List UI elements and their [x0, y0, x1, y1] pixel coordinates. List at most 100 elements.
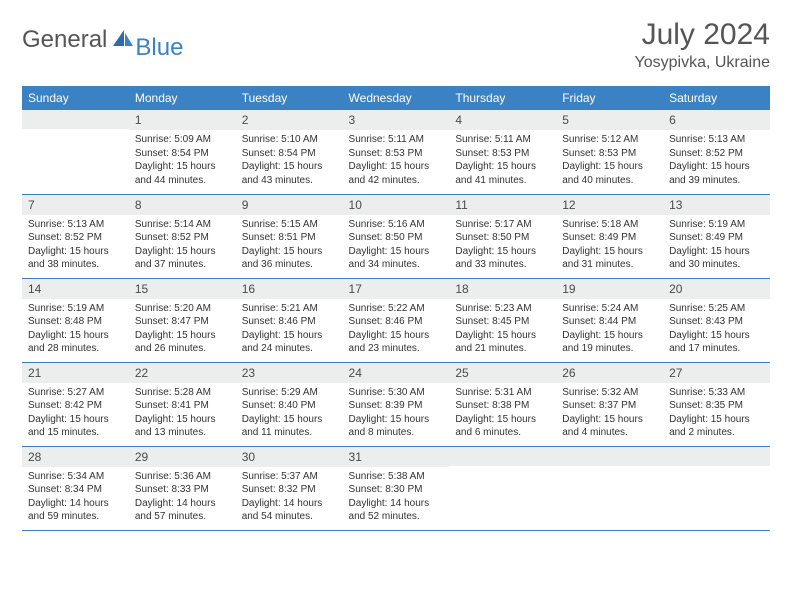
daylight-text: Daylight: 15 hours and 41 minutes. [455, 160, 550, 187]
day-number: 24 [343, 363, 450, 383]
day-number: 9 [236, 195, 343, 215]
daylight-text: Daylight: 14 hours and 57 minutes. [135, 497, 230, 524]
day-details: Sunrise: 5:10 AMSunset: 8:54 PMDaylight:… [236, 130, 343, 192]
day-number: 4 [449, 110, 556, 130]
day-details: Sunrise: 5:36 AMSunset: 8:33 PMDaylight:… [129, 467, 236, 529]
calendar-cell: 31Sunrise: 5:38 AMSunset: 8:30 PMDayligh… [343, 446, 450, 530]
calendar-cell: 1Sunrise: 5:09 AMSunset: 8:54 PMDaylight… [129, 110, 236, 194]
day-number [663, 447, 770, 466]
sunset-text: Sunset: 8:30 PM [349, 483, 444, 497]
sunrise-text: Sunrise: 5:09 AM [135, 133, 230, 147]
day-number: 25 [449, 363, 556, 383]
day-details: Sunrise: 5:16 AMSunset: 8:50 PMDaylight:… [343, 215, 450, 277]
calendar-cell [663, 446, 770, 530]
sunset-text: Sunset: 8:52 PM [669, 147, 764, 161]
day-number: 14 [22, 279, 129, 299]
calendar-cell: 21Sunrise: 5:27 AMSunset: 8:42 PMDayligh… [22, 362, 129, 446]
day-number: 19 [556, 279, 663, 299]
daylight-text: Daylight: 14 hours and 54 minutes. [242, 497, 337, 524]
sunset-text: Sunset: 8:37 PM [562, 399, 657, 413]
sunset-text: Sunset: 8:46 PM [242, 315, 337, 329]
calendar-cell: 26Sunrise: 5:32 AMSunset: 8:37 PMDayligh… [556, 362, 663, 446]
daylight-text: Daylight: 15 hours and 37 minutes. [135, 245, 230, 272]
calendar-week: 21Sunrise: 5:27 AMSunset: 8:42 PMDayligh… [22, 362, 770, 446]
col-tuesday: Tuesday [236, 86, 343, 110]
day-number [22, 110, 129, 129]
day-number: 23 [236, 363, 343, 383]
day-number: 3 [343, 110, 450, 130]
calendar-cell [22, 110, 129, 194]
calendar-cell: 15Sunrise: 5:20 AMSunset: 8:47 PMDayligh… [129, 278, 236, 362]
calendar-cell: 13Sunrise: 5:19 AMSunset: 8:49 PMDayligh… [663, 194, 770, 278]
sunrise-text: Sunrise: 5:22 AM [349, 302, 444, 316]
sunrise-text: Sunrise: 5:10 AM [242, 133, 337, 147]
calendar-cell: 28Sunrise: 5:34 AMSunset: 8:34 PMDayligh… [22, 446, 129, 530]
day-number: 10 [343, 195, 450, 215]
calendar-cell: 4Sunrise: 5:11 AMSunset: 8:53 PMDaylight… [449, 110, 556, 194]
day-number: 6 [663, 110, 770, 130]
sunset-text: Sunset: 8:50 PM [455, 231, 550, 245]
day-number: 12 [556, 195, 663, 215]
logo: General Blue [22, 18, 183, 62]
month-title: July 2024 [635, 18, 770, 52]
day-details: Sunrise: 5:19 AMSunset: 8:48 PMDaylight:… [22, 299, 129, 361]
daylight-text: Daylight: 15 hours and 30 minutes. [669, 245, 764, 272]
day-number: 5 [556, 110, 663, 130]
daylight-text: Daylight: 15 hours and 42 minutes. [349, 160, 444, 187]
sunset-text: Sunset: 8:34 PM [28, 483, 123, 497]
day-number: 15 [129, 279, 236, 299]
daylight-text: Daylight: 14 hours and 52 minutes. [349, 497, 444, 524]
calendar-cell: 18Sunrise: 5:23 AMSunset: 8:45 PMDayligh… [449, 278, 556, 362]
daylight-text: Daylight: 15 hours and 19 minutes. [562, 329, 657, 356]
sunrise-text: Sunrise: 5:34 AM [28, 470, 123, 484]
calendar-cell: 6Sunrise: 5:13 AMSunset: 8:52 PMDaylight… [663, 110, 770, 194]
day-details: Sunrise: 5:22 AMSunset: 8:46 PMDaylight:… [343, 299, 450, 361]
col-saturday: Saturday [663, 86, 770, 110]
sunset-text: Sunset: 8:52 PM [135, 231, 230, 245]
sunset-text: Sunset: 8:40 PM [242, 399, 337, 413]
day-number: 2 [236, 110, 343, 130]
sunrise-text: Sunrise: 5:30 AM [349, 386, 444, 400]
sunset-text: Sunset: 8:43 PM [669, 315, 764, 329]
day-number [449, 447, 556, 466]
calendar-cell: 23Sunrise: 5:29 AMSunset: 8:40 PMDayligh… [236, 362, 343, 446]
sunset-text: Sunset: 8:53 PM [562, 147, 657, 161]
day-details: Sunrise: 5:32 AMSunset: 8:37 PMDaylight:… [556, 383, 663, 445]
sunset-text: Sunset: 8:48 PM [28, 315, 123, 329]
day-details: Sunrise: 5:20 AMSunset: 8:47 PMDaylight:… [129, 299, 236, 361]
sunset-text: Sunset: 8:53 PM [349, 147, 444, 161]
sunrise-text: Sunrise: 5:37 AM [242, 470, 337, 484]
day-details: Sunrise: 5:15 AMSunset: 8:51 PMDaylight:… [236, 215, 343, 277]
sunset-text: Sunset: 8:39 PM [349, 399, 444, 413]
calendar-week: 7Sunrise: 5:13 AMSunset: 8:52 PMDaylight… [22, 194, 770, 278]
sunrise-text: Sunrise: 5:17 AM [455, 218, 550, 232]
daylight-text: Daylight: 15 hours and 36 minutes. [242, 245, 337, 272]
sunrise-text: Sunrise: 5:21 AM [242, 302, 337, 316]
daylight-text: Daylight: 15 hours and 40 minutes. [562, 160, 657, 187]
day-details: Sunrise: 5:29 AMSunset: 8:40 PMDaylight:… [236, 383, 343, 445]
sunrise-text: Sunrise: 5:11 AM [455, 133, 550, 147]
day-number: 16 [236, 279, 343, 299]
day-details: Sunrise: 5:25 AMSunset: 8:43 PMDaylight:… [663, 299, 770, 361]
day-number: 7 [22, 195, 129, 215]
calendar-week: 28Sunrise: 5:34 AMSunset: 8:34 PMDayligh… [22, 446, 770, 530]
daylight-text: Daylight: 15 hours and 6 minutes. [455, 413, 550, 440]
sunrise-text: Sunrise: 5:33 AM [669, 386, 764, 400]
day-details: Sunrise: 5:24 AMSunset: 8:44 PMDaylight:… [556, 299, 663, 361]
sunset-text: Sunset: 8:51 PM [242, 231, 337, 245]
sunrise-text: Sunrise: 5:23 AM [455, 302, 550, 316]
col-wednesday: Wednesday [343, 86, 450, 110]
calendar-cell: 12Sunrise: 5:18 AMSunset: 8:49 PMDayligh… [556, 194, 663, 278]
daylight-text: Daylight: 15 hours and 13 minutes. [135, 413, 230, 440]
day-details: Sunrise: 5:11 AMSunset: 8:53 PMDaylight:… [343, 130, 450, 192]
location: Yosypivka, Ukraine [635, 54, 770, 72]
day-number: 27 [663, 363, 770, 383]
calendar-cell: 24Sunrise: 5:30 AMSunset: 8:39 PMDayligh… [343, 362, 450, 446]
calendar-cell: 25Sunrise: 5:31 AMSunset: 8:38 PMDayligh… [449, 362, 556, 446]
calendar-cell: 14Sunrise: 5:19 AMSunset: 8:48 PMDayligh… [22, 278, 129, 362]
day-number: 26 [556, 363, 663, 383]
sunset-text: Sunset: 8:49 PM [669, 231, 764, 245]
sunrise-text: Sunrise: 5:24 AM [562, 302, 657, 316]
sunset-text: Sunset: 8:42 PM [28, 399, 123, 413]
day-details: Sunrise: 5:13 AMSunset: 8:52 PMDaylight:… [22, 215, 129, 277]
